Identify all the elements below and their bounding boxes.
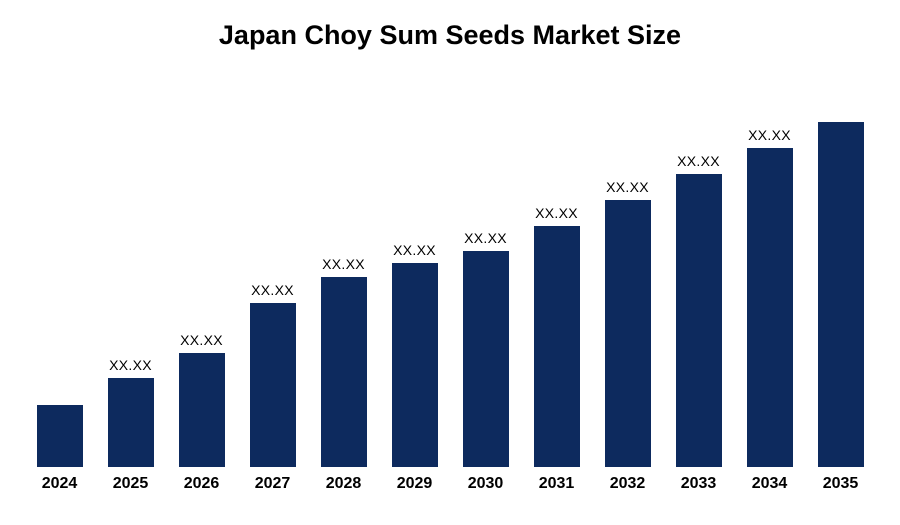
x-axis: 2024 2025 2026 2027 2028 2029 2030 2031 2032 2033… [24, 467, 876, 493]
bar [462, 251, 509, 468]
bar-column: XX.XX [663, 117, 734, 468]
x-tick-label: 2034 [751, 475, 788, 493]
bar-column: XX.XX [379, 117, 450, 468]
bar-column [805, 117, 876, 468]
x-tick-label: 2033 [680, 475, 717, 493]
bar [533, 226, 580, 468]
x-tick-label: 2030 [467, 475, 504, 493]
bar [178, 353, 225, 468]
bar [604, 200, 651, 468]
bar [107, 378, 154, 468]
x-tick-label: 2025 [112, 475, 149, 493]
x-tick-label: 2026 [183, 475, 220, 493]
bar-value-label: XX.XX [180, 332, 223, 349]
bar [391, 263, 438, 468]
bar-column [24, 117, 95, 468]
bar-value-label: XX.XX [748, 127, 791, 144]
bar-column: XX.XX [450, 117, 521, 468]
bar-column: XX.XX [166, 117, 237, 468]
chart-title: Japan Choy Sum Seeds Market Size [218, 20, 682, 50]
bar-column: XX.XX [734, 117, 805, 468]
bar-column: XX.XX [308, 117, 379, 468]
bar-value-label: XX.XX [535, 205, 578, 222]
bar [817, 122, 864, 468]
bar [249, 303, 296, 468]
bar-column: XX.XX [592, 117, 663, 468]
bar-value-label: XX.XX [464, 230, 507, 247]
x-tick-label: 2031 [538, 475, 575, 493]
bar-column: XX.XX [521, 117, 592, 468]
bar-value-label: XX.XX [606, 179, 649, 196]
x-tick-label: 2028 [325, 475, 362, 493]
bar [746, 148, 793, 468]
x-tick-label: 2029 [396, 475, 433, 493]
bar [36, 405, 83, 468]
bar-value-label: XX.XX [393, 242, 436, 259]
market-size-bar-chart: Japan Choy Sum Seeds Market Size XX.XX XX… [0, 20, 900, 525]
bar-value-label: XX.XX [677, 153, 720, 170]
bar-value-label: XX.XX [322, 256, 365, 273]
x-tick-label: 2024 [41, 475, 78, 493]
bar-value-label: XX.XX [109, 357, 152, 374]
x-tick-label: 2027 [254, 475, 291, 493]
bar-value-label: XX.XX [251, 282, 294, 299]
bar [320, 277, 367, 468]
x-tick-label: 2032 [609, 475, 646, 493]
x-tick-label: 2035 [822, 475, 859, 493]
bar-column: XX.XX [95, 117, 166, 468]
plot-area: XX.XX XX.XX XX.XX XX.XX XX.XX XX.XX XX.XX XX.XX… [24, 117, 876, 468]
bar-column: XX.XX [237, 117, 308, 468]
bar [675, 174, 722, 468]
